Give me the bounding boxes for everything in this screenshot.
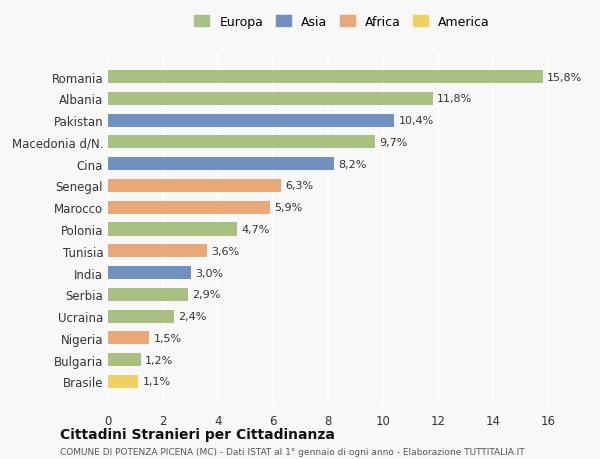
Bar [108,179,281,193]
Text: 8,2%: 8,2% [338,159,366,169]
Bar [108,114,394,128]
Bar [108,136,375,149]
Legend: Europa, Asia, Africa, America: Europa, Asia, Africa, America [194,16,490,29]
Bar [108,93,433,106]
Text: 1,2%: 1,2% [145,355,173,365]
Text: 3,6%: 3,6% [211,246,239,256]
Bar [108,245,207,258]
Text: 15,8%: 15,8% [547,73,583,83]
Bar [108,158,334,171]
Bar [108,331,149,345]
Bar [108,201,271,214]
Bar [108,353,141,366]
Text: 1,5%: 1,5% [154,333,182,343]
Bar [108,310,174,323]
Text: 2,9%: 2,9% [192,290,220,300]
Text: 9,7%: 9,7% [379,138,407,148]
Text: 4,7%: 4,7% [242,224,270,235]
Text: 3,0%: 3,0% [195,268,223,278]
Text: 1,1%: 1,1% [142,376,170,386]
Bar [108,223,238,236]
Bar [108,375,138,388]
Text: 6,3%: 6,3% [286,181,314,191]
Bar [108,266,191,280]
Bar [108,71,543,84]
Text: 10,4%: 10,4% [398,116,434,126]
Text: 2,4%: 2,4% [178,311,206,321]
Text: Cittadini Stranieri per Cittadinanza: Cittadini Stranieri per Cittadinanza [60,427,335,442]
Text: COMUNE DI POTENZA PICENA (MC) - Dati ISTAT al 1° gennaio di ogni anno - Elaboraz: COMUNE DI POTENZA PICENA (MC) - Dati IST… [60,448,524,456]
Text: 11,8%: 11,8% [437,94,472,104]
Bar [108,288,188,301]
Text: 5,9%: 5,9% [275,203,303,213]
